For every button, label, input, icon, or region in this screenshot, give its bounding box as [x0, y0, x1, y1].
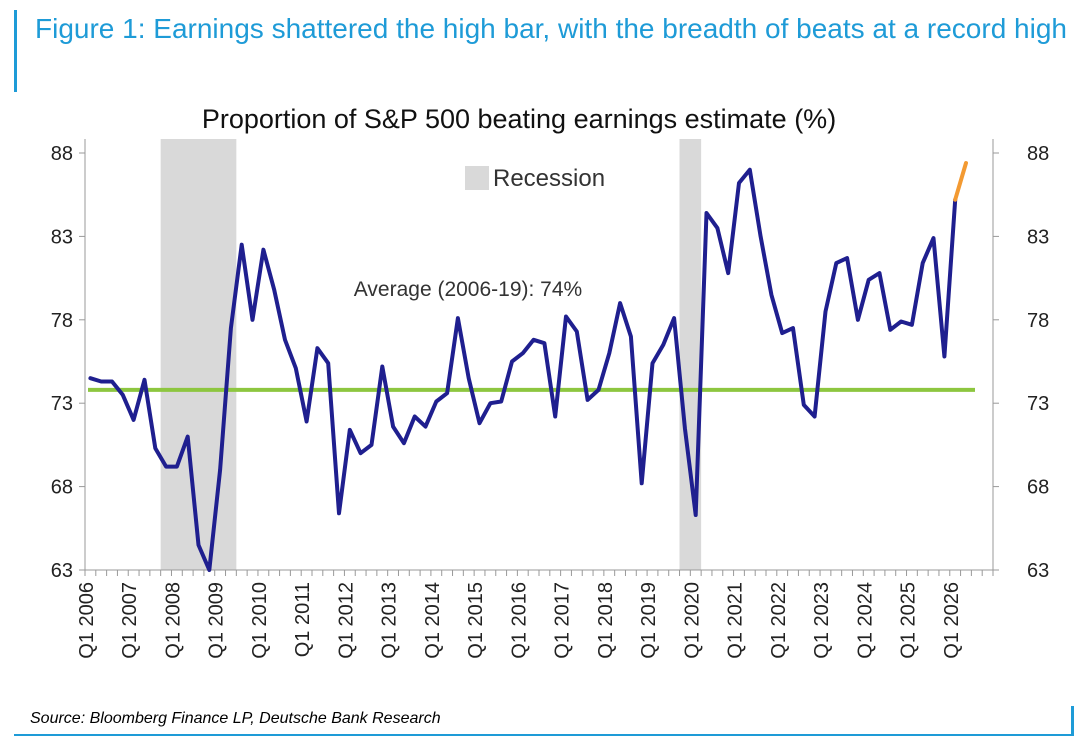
y-tick-label-right: 83	[1027, 226, 1049, 248]
x-tick-label: Q1 2013	[379, 582, 401, 659]
y-tick-label-right: 73	[1027, 393, 1049, 415]
y-tick-label-right: 78	[1027, 310, 1049, 332]
y-tick-label-left: 88	[51, 143, 73, 165]
recession-band	[160, 139, 237, 570]
x-tick-label: Q1 2025	[898, 582, 920, 659]
x-tick-label: Q1 2014	[422, 582, 444, 659]
x-tick-label: Q1 2019	[638, 582, 660, 659]
y-tick-label-right: 88	[1027, 143, 1049, 165]
y-tick-label-left: 63	[51, 560, 73, 582]
y-tick-label-left: 73	[51, 393, 73, 415]
x-tick-label: Q1 2011	[292, 582, 314, 657]
figure-title-text: Figure 1: Earnings shattered the high ba…	[35, 13, 1067, 44]
average-line-group: Average (2006-19): 74%	[88, 278, 975, 392]
x-tick-label: Q1 2021	[725, 582, 747, 659]
x-tick-label: Q1 2020	[681, 582, 703, 659]
legend: Recession	[465, 165, 605, 192]
y-tick-label-left: 68	[51, 477, 73, 499]
chart-title: Proportion of S&P 500 beating earnings e…	[202, 104, 836, 134]
x-tick-label: Q1 2010	[249, 582, 271, 659]
series-group	[88, 161, 968, 572]
source-text: Source: Bloomberg Finance LP, Deutsche B…	[30, 710, 441, 727]
x-tick-label: Q1 2009	[206, 582, 228, 659]
x-tick-label: Q1 2006	[76, 582, 98, 659]
legend-swatch-recession	[465, 166, 489, 190]
x-tick-label: Q1 2023	[811, 582, 833, 659]
figure-title: Figure 1: Earnings shattered the high ba…	[14, 10, 1074, 92]
source-footer: Source: Bloomberg Finance LP, Deutsche B…	[14, 706, 1074, 736]
average-label: Average (2006-19): 74%	[354, 278, 582, 301]
line-chart: Proportion of S&P 500 beating earnings e…	[51, 104, 1050, 659]
y-tick-label-left: 78	[51, 310, 73, 332]
x-tick-label: Q1 2017	[552, 582, 574, 659]
x-tick-label: Q1 2016	[508, 582, 530, 659]
x-tick-label: Q1 2015	[465, 582, 487, 659]
legend-label-recession: Recession	[493, 165, 605, 192]
y-tick-label-left: 83	[51, 226, 73, 248]
x-tick-label: Q1 2008	[162, 582, 184, 659]
y-tick-label-right: 68	[1027, 477, 1049, 499]
x-tick-label: Q1 2012	[335, 582, 357, 659]
x-tick-label: Q1 2018	[595, 582, 617, 659]
axes: 63 63 68 68 73 73 78 78 83 83 88 88 Q1 2006 Q1 2007 Q1…	[51, 139, 1049, 659]
recession-shading	[160, 139, 702, 570]
x-tick-label: Q1 2024	[854, 582, 876, 659]
x-tick-label: Q1 2007	[119, 582, 141, 659]
series-line-latest	[953, 161, 968, 202]
x-tick-label: Q1 2026	[941, 582, 963, 659]
y-tick-label-right: 63	[1027, 560, 1049, 582]
x-tick-label: Q1 2022	[768, 582, 790, 659]
